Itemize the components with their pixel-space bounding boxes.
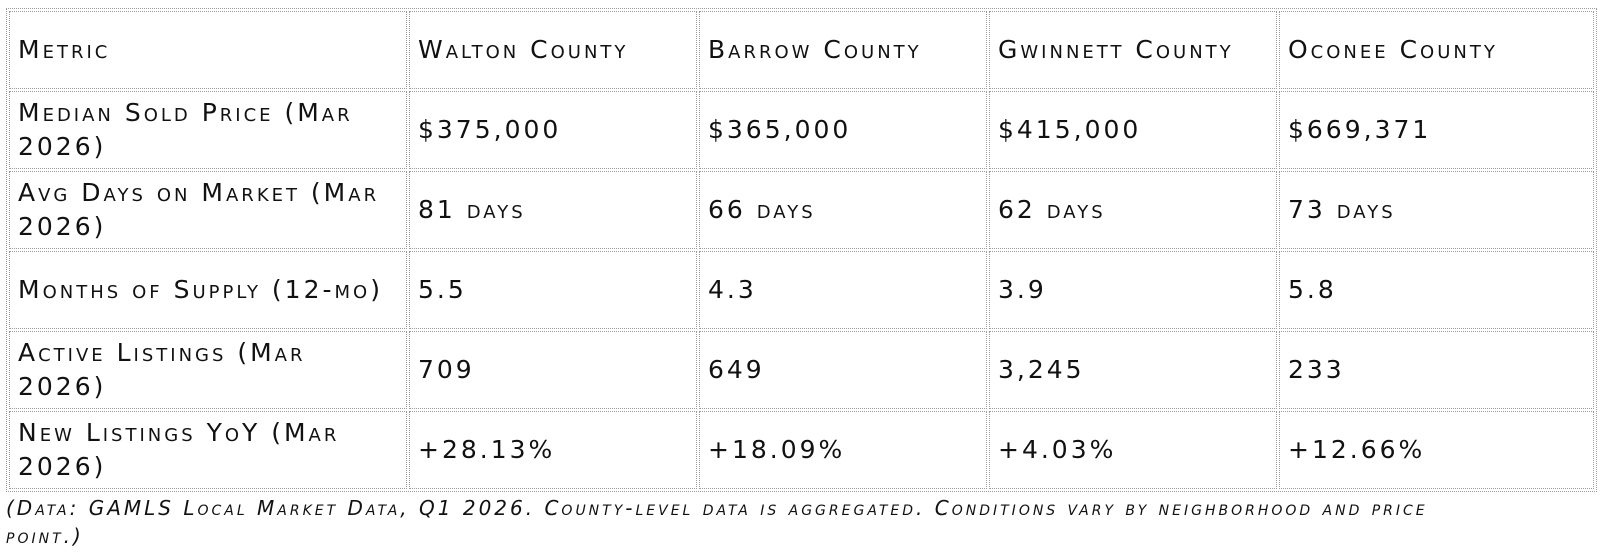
table-cell: 649 [699,331,987,409]
table-cell: 233 [1279,331,1594,409]
header-row: Metric Walton County Barrow County Gwinn… [9,11,1594,89]
row-label: Avg Days on Market (Mar 2026) [9,171,407,249]
table-cell: 3,245 [989,331,1277,409]
table-cell: 66 days [699,171,987,249]
row-label: Months of Supply (12-mo) [9,251,407,329]
table-cell: +18.09% [699,411,987,489]
row-label: New Listings YoY (Mar 2026) [9,411,407,489]
market-table: Metric Walton County Barrow County Gwinn… [6,8,1597,492]
header-cell-gwinnett: Gwinnett County [989,11,1277,89]
table-cell: +4.03% [989,411,1277,489]
table-cell: 709 [409,331,697,409]
table-cell: +28.13% [409,411,697,489]
table-row: New Listings YoY (Mar 2026) +28.13% +18.… [9,411,1594,489]
table-row: Months of Supply (12-mo) 5.5 4.3 3.9 5.8 [9,251,1594,329]
table-cell: $365,000 [699,91,987,169]
table-cell: 81 days [409,171,697,249]
market-comparison: Metric Walton County Barrow County Gwinn… [6,8,1597,550]
source-caption: (Data: GAMLS Local Market Data, Q1 2026.… [6,496,1428,548]
header-cell-oconee: Oconee County [1279,11,1594,89]
row-label: Active Listings (Mar 2026) [9,331,407,409]
row-label: Median Sold Price (Mar 2026) [9,91,407,169]
table-row: Median Sold Price (Mar 2026) $375,000 $3… [9,91,1594,169]
table-cell: $375,000 [409,91,697,169]
table-row: Avg Days on Market (Mar 2026) 81 days 66… [9,171,1594,249]
table-cell: 62 days [989,171,1277,249]
header-cell-barrow: Barrow County [699,11,987,89]
table-cell: 5.5 [409,251,697,329]
header-cell-metric: Metric [9,11,407,89]
table-cell: 4.3 [699,251,987,329]
header-cell-walton: Walton County [409,11,697,89]
table-cell: $669,371 [1279,91,1594,169]
table-cell: 5.8 [1279,251,1594,329]
table-cell: 3.9 [989,251,1277,329]
table-cell: $415,000 [989,91,1277,169]
table-cell: 73 days [1279,171,1594,249]
table-row: Active Listings (Mar 2026) 709 649 3,245… [9,331,1594,409]
table-cell: +12.66% [1279,411,1594,489]
